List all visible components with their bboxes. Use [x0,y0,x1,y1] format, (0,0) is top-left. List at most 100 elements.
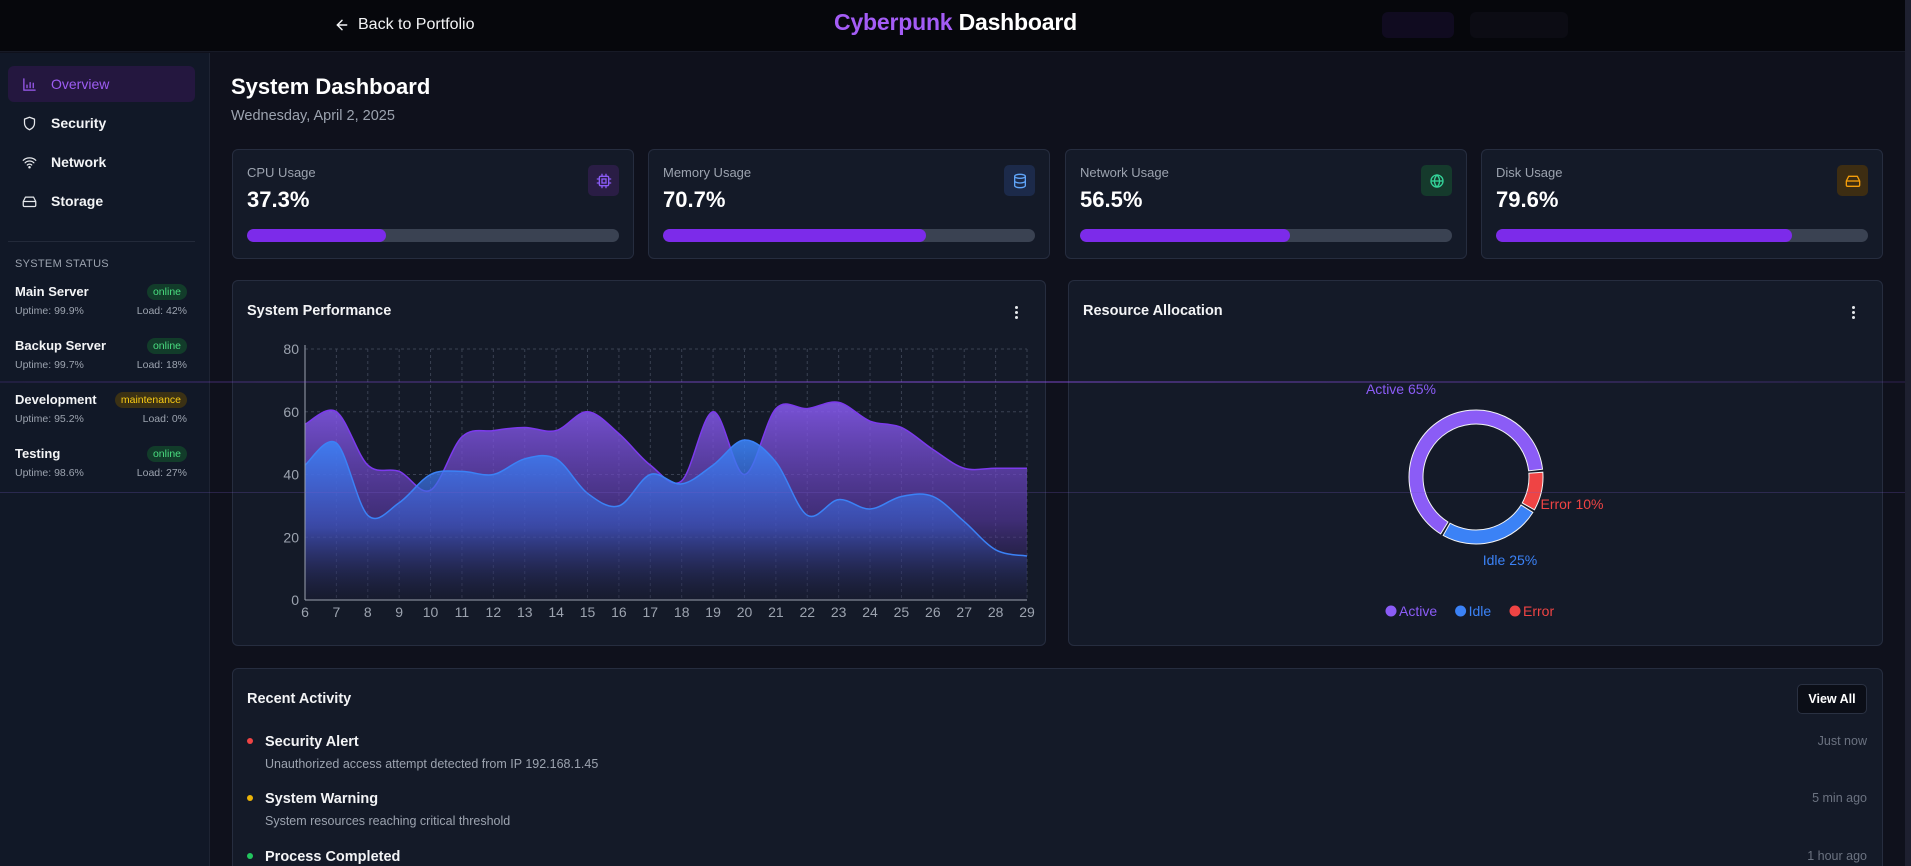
y-tick-label: 80 [283,341,299,357]
legend-label: Error [1523,603,1554,619]
metric-card-cpu: CPU Usage 37.3% [232,149,634,259]
metric-label: Disk Usage [1496,165,1563,180]
x-tick-label: 20 [737,604,753,620]
server-load: Load: 18% [136,359,187,371]
x-tick-label: 16 [611,604,627,620]
resource-allocation-panel: Resource Allocation Active 65% Idle 25% Er… [1068,280,1883,646]
metric-icon-box [1837,165,1868,196]
sidebar-divider [8,241,195,242]
series-line-2 [304,439,1028,557]
globe-icon [1429,173,1444,188]
metric-progress-track [663,229,1035,242]
legend-swatch [1385,605,1397,617]
server-uptime: Uptime: 98.6% [15,467,84,479]
status-badge: online [146,446,187,462]
activity-title: System Warning [265,791,379,807]
panel-title: Resource Allocation [1083,303,1223,319]
x-tick-label: 14 [548,604,564,620]
back-link-label: Back to Portfolio [358,16,475,33]
metric-progress-track [247,229,619,242]
page-scrollbar[interactable] [1905,0,1911,866]
metric-value: 37.3% [247,187,310,212]
sidebar-item-network[interactable]: Network [8,144,195,180]
activity-time: 1 hour ago [1807,849,1867,863]
activity-title: Process Completed [265,849,401,865]
database-icon [1013,173,1026,188]
resource-donut-chart: Active 65% Idle 25% Error 10% Active Idle Er… [1366,381,1604,619]
brand-title: Cyberpunk Dashboard [0,9,1911,36]
metric-progress-fill [247,229,386,242]
hard-drive-icon [1845,175,1860,187]
x-tick-label: 13 [517,604,533,620]
panel-title: Recent Activity [247,691,352,707]
activity-status-dot [247,853,253,859]
activity-time: Just now [1817,734,1867,748]
performance-area-chart: 0 20 40 60 80 6 7 8 9 10 11 12 13 14 15 16 17 18 19 20 21 22 2… [283,341,1035,620]
sidebar-item-overview[interactable]: Overview [8,66,195,102]
more-options-icon[interactable] [1009,303,1023,321]
back-to-portfolio-link[interactable]: Back to Portfolio [334,13,475,37]
x-tick-label: 6 [301,604,309,620]
sidebar-item-storage[interactable]: Storage [8,183,195,219]
sidebar: Overview Security Network Storage SYSTEM… [0,53,210,866]
x-tick-label: 9 [395,604,403,620]
view-all-button[interactable]: View All [1797,684,1867,714]
arrow-left-icon [336,19,348,31]
sidebar-item-security[interactable]: Security [8,105,195,141]
series-area-2 [305,439,1027,600]
x-tick-label: 26 [925,604,941,620]
metric-progress-fill [663,229,926,242]
server-status-item: Testing online Uptime: 98.6% Load: 27% [15,446,187,490]
metric-progress-track [1080,229,1452,242]
sidebar-item-label: Security [51,115,107,131]
more-options-icon[interactable] [1846,303,1860,321]
donut-data-label: Active 65% [1366,381,1436,397]
metric-value: 79.6% [1496,187,1559,212]
y-tick-label: 60 [283,404,299,420]
metric-label: Memory Usage [663,165,752,180]
x-tick-label: 12 [486,604,502,620]
activity-status-dot [247,795,253,801]
legend-label: Active [1399,603,1437,619]
server-status-item: Development maintenance Uptime: 95.2% Lo… [15,392,187,436]
server-status-item: Backup Server online Uptime: 99.7% Load:… [15,338,187,382]
legend-swatch [1455,605,1467,617]
y-tick-label: 0 [291,592,299,608]
server-load: Load: 0% [142,413,187,425]
page-date: Wednesday, April 2, 2025 [231,108,395,124]
x-tick-label: 18 [674,604,690,620]
server-name: Testing [15,446,61,461]
cpu-icon [596,173,611,188]
metric-progress-track [1496,229,1868,242]
x-tick-label: 22 [799,604,815,620]
metric-card-disk: Disk Usage 79.6% [1481,149,1883,259]
sidebar-item-label: Storage [51,193,104,209]
metric-label: Network Usage [1080,165,1169,180]
legend-label: Idle [1469,603,1492,619]
status-badge: maintenance [114,392,187,408]
x-tick-label: 27 [956,604,972,620]
activity-description: Unauthorized access attempt detected fro… [265,757,599,771]
brand-part-1: Cyberpunk [834,9,953,35]
metric-value: 70.7% [663,187,726,212]
system-performance-panel: System Performance 0 20 40 60 80 6 7 8 9 10 11 12 13… [232,280,1046,646]
x-tick-label: 11 [455,604,470,620]
faded-header-button [1470,12,1568,38]
sidebar-item-label: Network [51,154,107,170]
x-tick-label: 19 [705,604,721,620]
metric-label: CPU Usage [247,165,316,180]
donut-slice-idle [1442,504,1534,545]
activity-description: System resources reaching critical thres… [265,814,511,828]
x-tick-label: 7 [332,604,340,620]
donut-slice-error [1521,471,1544,511]
bar-chart-icon [23,77,36,91]
metric-progress-fill [1080,229,1291,242]
y-tick-label: 20 [283,529,299,545]
activity-time: 5 min ago [1812,791,1867,805]
x-tick-label: 21 [768,604,784,620]
metric-icon-box [1004,165,1035,196]
metric-value: 56.5% [1080,187,1143,212]
metric-progress-fill [1496,229,1793,242]
x-tick-label: 10 [423,604,439,620]
activity-title: Security Alert [265,734,359,750]
